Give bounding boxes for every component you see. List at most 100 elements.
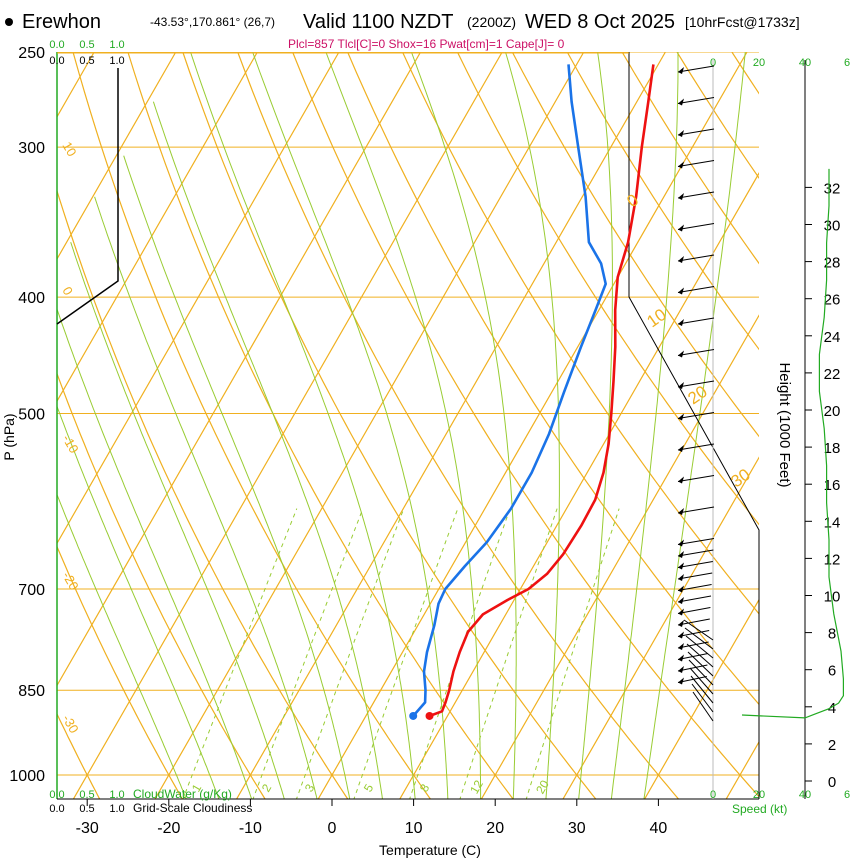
- temperature-line: [429, 64, 655, 718]
- wind-barb-flag: [678, 319, 684, 326]
- wind-barb-shaft: [677, 349, 715, 356]
- cloudiness-tick-label: 0.0: [49, 55, 64, 67]
- mixing-ratio-label: 12: [467, 777, 486, 796]
- profile-lines: [409, 64, 655, 720]
- cloudiness-label: Grid-Scale Cloudiness: [133, 801, 252, 815]
- cloudiness-tick-label: 1.0: [109, 803, 124, 815]
- wind-barb-shaft: [677, 317, 715, 325]
- wind-barb-shaft: [677, 412, 715, 419]
- wind-barb-shaft: [677, 561, 713, 568]
- wind-barb-shaft: [692, 691, 714, 722]
- dry-adiabat-line: [57, 712, 101, 799]
- wind-barb-flag: [678, 98, 684, 106]
- wind-barb-flag: [678, 597, 684, 604]
- wind-barb: [677, 607, 711, 616]
- cloud-water-tick-label: 0.0: [49, 789, 64, 801]
- isotherm-line: [480, 314, 759, 799]
- wind-barb: [677, 506, 715, 515]
- isotherm-line: [399, 172, 759, 799]
- dry-adiabat-line: [237, 52, 680, 799]
- moist-adiabat-line: [123, 155, 351, 799]
- isotherm-line: [57, 52, 177, 261]
- wind-barb-flag: [678, 562, 684, 570]
- wind-barb: [677, 223, 715, 232]
- wind-barb: [677, 349, 715, 358]
- wind-barb-shaft: [677, 538, 715, 545]
- moist-adiabat-line: [57, 493, 187, 799]
- moist-adiabat-line: [252, 52, 449, 799]
- wind-barb: [677, 676, 707, 685]
- height-tick-label: 16: [824, 477, 841, 494]
- height-tick-label: 4: [828, 700, 836, 717]
- height-tick-label: 18: [824, 440, 841, 457]
- wind-barb-flag: [678, 413, 684, 421]
- wind-barb: [677, 317, 715, 326]
- dry-adiabat-line: [621, 52, 759, 265]
- cloudiness-tick-label: 0.0: [49, 803, 64, 815]
- mixing-ratio-line: [252, 508, 364, 799]
- wind-barb-flag: [678, 161, 684, 169]
- station-coords: -43.53°,170.861° (26,7): [150, 15, 275, 29]
- cloud-water-label: CloudWater (g/Kg): [133, 787, 232, 801]
- mixing-ratio-line: [459, 508, 558, 799]
- cloud-water-tick-label: 0.5: [79, 39, 94, 51]
- isotherm-line: [317, 52, 748, 799]
- wind-barb-shaft: [683, 619, 714, 641]
- wind-barb-flag: [678, 551, 684, 558]
- x-tick-label: -20: [157, 820, 180, 837]
- wind-barb: [677, 475, 715, 484]
- dry-adiabat-line: [57, 372, 266, 799]
- wind-barb-shaft: [677, 641, 709, 649]
- dry-adiabat-line: [401, 52, 759, 615]
- thermo-grid: [57, 52, 759, 799]
- isotherm-line: [72, 52, 503, 799]
- wind-barb-shaft: [677, 191, 715, 199]
- wind-barb-flag: [678, 287, 684, 295]
- station-dot: [5, 18, 13, 26]
- wind-barb: [677, 653, 709, 662]
- speed-tick-label: 20: [753, 789, 765, 801]
- height-tick-label: 2: [828, 737, 836, 754]
- moist-adiabat-line: [643, 52, 746, 799]
- utc-time: (2200Z): [467, 14, 516, 30]
- wind-barb-shaft: [677, 223, 715, 230]
- wind-barb-shaft: [677, 618, 710, 626]
- pressure-tick-label: 400: [18, 290, 45, 307]
- wind-barb-shaft: [677, 549, 714, 557]
- dry-adiabat-line: [182, 52, 597, 799]
- y-axis-title: P (hPa): [1, 413, 17, 460]
- moist-adiabat-line: [70, 242, 285, 799]
- wind-barb-shaft: [677, 65, 715, 73]
- moist-adiabat-line: [189, 52, 416, 799]
- height-tick-label: 8: [828, 626, 836, 643]
- dry-adiabat-line: [291, 52, 759, 798]
- wind-barb-flag: [678, 130, 684, 137]
- valid-date: WED 8 Oct 2025: [525, 11, 675, 33]
- wind-barb-shaft: [688, 659, 714, 686]
- forecast-info: [10hrFcst@1733z]: [685, 14, 800, 30]
- cloud-water-line: [56, 68, 119, 325]
- wind-barb-flag: [678, 608, 684, 616]
- wind-barb-flag: [678, 67, 684, 74]
- wind-barb: [677, 65, 715, 74]
- wind-barb-flag: [678, 631, 684, 639]
- wind-barb: [677, 630, 710, 639]
- dry-adiabat-line: [72, 52, 432, 799]
- moist-adiabat-line: [410, 52, 517, 799]
- isotherm-line: [562, 456, 759, 799]
- speed-tick-label: 40: [799, 789, 811, 801]
- x-tick-label: -10: [239, 820, 262, 837]
- wind-barb-flag: [678, 224, 684, 232]
- wind-barb: [677, 595, 712, 604]
- wind-barb: [677, 549, 714, 558]
- wind-barb-shaft: [677, 475, 715, 482]
- wind-barb-shaft: [687, 651, 714, 677]
- wind-barb-flag: [678, 585, 684, 593]
- wind-barb: [677, 254, 715, 263]
- wind-barb: [677, 97, 715, 106]
- valid-time: Valid 1100 NZDT: [303, 11, 453, 33]
- dry-adiabat-line: [57, 545, 184, 799]
- pressure-tick-label: 850: [18, 683, 45, 700]
- pressure-tick-label: 700: [18, 582, 45, 599]
